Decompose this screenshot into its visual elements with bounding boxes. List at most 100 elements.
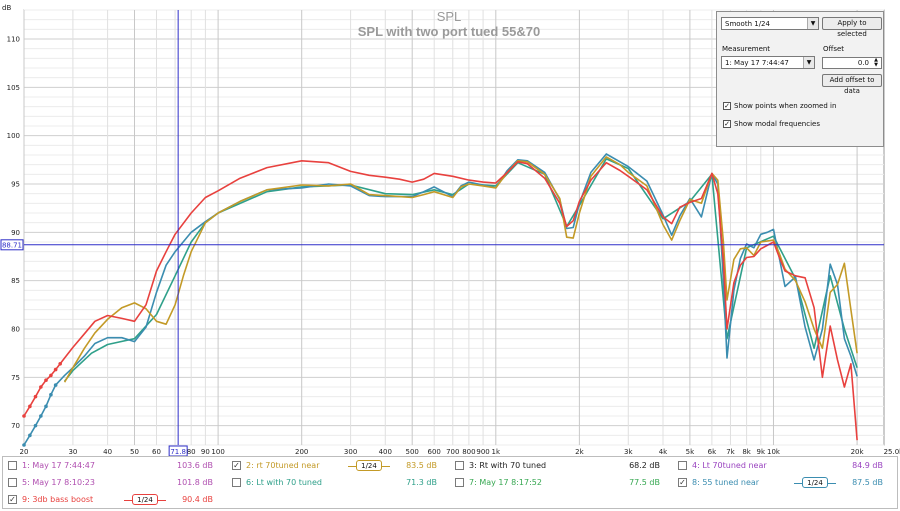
x-tick-label: 2k <box>575 448 584 456</box>
series-point <box>53 383 58 387</box>
legend-checkbox[interactable]: ✓ <box>8 495 17 504</box>
y-tick-label: 100 <box>7 132 20 140</box>
x-tick-label: 80 <box>187 448 196 456</box>
cursors[interactable]: 88.71 71.8 <box>0 10 884 456</box>
x-tick-label: 6k <box>708 448 717 456</box>
legend-smoothing-badge[interactable]: 1/24 <box>124 494 166 505</box>
x-tick-label: 30 <box>68 448 77 456</box>
legend-item-7[interactable]: 7: May 17 8:17:52 77.5 dB <box>455 477 670 489</box>
legend-item-2[interactable]: ✓ 2: rt 70tuned near 1/24 83.5 dB <box>232 460 447 472</box>
series-line <box>23 153 858 446</box>
measurement-legend: 1: May 17 7:44:47 103.6 dB ✓ 2: rt 70tuned … <box>2 456 898 509</box>
add-offset-button[interactable]: Add offset to data <box>822 74 882 95</box>
x-tick-label: 900 <box>476 448 489 456</box>
x-tick-label: 3k <box>624 448 633 456</box>
offset-input-value: 0.0 <box>857 59 869 67</box>
legend-checkbox[interactable] <box>455 461 464 470</box>
legend-item-3[interactable]: 3: Rt with 70 tuned 68.2 dB <box>455 460 670 472</box>
legend-item-4[interactable]: 4: Lt 70tuned near 84.9 dB <box>678 460 893 472</box>
series-point <box>53 367 58 372</box>
show-modal-label: Show modal frequencies <box>734 120 820 128</box>
x-tick-labels: 20 30 40 50 60 80 90 100 200 300 400 500 600 700 800 90… <box>20 448 900 456</box>
legend-checkbox[interactable] <box>232 478 241 487</box>
show-points-checkbox[interactable]: ✓ <box>723 102 731 110</box>
x-tick-label: 7k <box>726 448 735 456</box>
smoothing-select[interactable]: Smooth 1/24 ▼ <box>721 17 819 30</box>
frequency-cursor-box <box>168 445 188 456</box>
show-modal-checkbox[interactable]: ✓ <box>723 120 731 128</box>
x-tick-label: 10k <box>767 448 781 456</box>
control-panel: Smooth 1/24 ▼ Apply to selected Measurem… <box>716 11 884 147</box>
x-tick-label: 700 <box>446 448 459 456</box>
legend-value: 103.6 dB <box>176 461 213 470</box>
series-point <box>22 443 26 447</box>
spinner-icon[interactable]: ▲ ▼ <box>874 57 878 68</box>
series-point <box>28 404 32 409</box>
y-tick-label: 90 <box>11 229 20 237</box>
series-point <box>49 392 53 397</box>
y-tick-label: 70 <box>11 422 20 430</box>
legend-name: 7: May 17 8:17:52 <box>469 478 542 487</box>
x-tick-label: 1k <box>492 448 501 456</box>
legend-item-5[interactable]: 5: May 17 8:10:23 101.8 dB <box>8 477 223 489</box>
legend-value: 77.5 dB <box>629 478 660 487</box>
legend-item-1[interactable]: 1: May 17 7:44:47 103.6 dB <box>8 460 223 472</box>
legend-value: 71.3 dB <box>406 478 437 487</box>
legend-checkbox[interactable] <box>8 478 17 487</box>
measurement-select-value: 1: May 17 7:44:47 <box>725 59 789 67</box>
legend-name: 3: Rt with 70 tuned <box>469 461 547 470</box>
x-tick-label: 200 <box>295 448 308 456</box>
legend-checkbox[interactable] <box>455 478 464 487</box>
legend-checkbox[interactable] <box>8 461 17 470</box>
y-tick-label: 95 <box>11 181 20 189</box>
legend-name: 8: 55 tuned near <box>692 478 760 487</box>
chart-title: SPL <box>437 9 462 24</box>
legend-name: 5: May 17 8:10:23 <box>22 478 95 487</box>
x-tick-label: 9k <box>757 448 766 456</box>
y-tick-labels: 70 75 80 85 90 95 100 105 110 <box>7 36 20 431</box>
legend-value: 83.5 dB <box>406 461 437 470</box>
series-point <box>44 404 48 409</box>
x-tick-label: 40 <box>103 448 112 456</box>
legend-name: 9: 3db bass boost <box>22 495 94 504</box>
apply-to-selected-button[interactable]: Apply to selected <box>822 17 882 38</box>
measurement-label: Measurement <box>722 45 771 53</box>
series-point <box>33 394 38 399</box>
chart-subtitle: SPL with two port tued 55&70 <box>358 24 541 39</box>
legend-name: 2: rt 70tuned near <box>246 461 320 470</box>
measurement-select[interactable]: 1: May 17 7:44:47 ▼ <box>721 56 815 69</box>
legend-item-9[interactable]: ✓ 9: 3db bass boost 1/24 90.4 dB <box>8 494 223 506</box>
chevron-down-icon: ▼ <box>807 18 818 29</box>
x-tick-label: 800 <box>462 448 475 456</box>
x-tick-label: 60 <box>152 448 161 456</box>
y-tick-label: 75 <box>11 374 20 382</box>
series-point <box>39 385 43 389</box>
level-cursor-label: 88.71 <box>2 241 22 249</box>
frequency-cursor-label: 71.8 <box>170 448 186 456</box>
x-tick-label: 25.0k Hz <box>884 448 900 456</box>
legend-smoothing-value: 1/24 <box>137 496 153 504</box>
legend-value: 90.4 dB <box>182 495 213 504</box>
legend-item-8[interactable]: ✓ 8: 55 tuned near 1/24 87.5 dB <box>678 477 893 489</box>
legend-checkbox[interactable] <box>678 461 687 470</box>
y-tick-label: 110 <box>7 36 20 44</box>
legend-smoothing-badge[interactable]: 1/24 <box>794 477 836 488</box>
legend-checkbox[interactable]: ✓ <box>678 478 687 487</box>
legend-value: 68.2 dB <box>629 461 660 470</box>
x-tick-label: 90 <box>201 448 210 456</box>
x-tick-label: 100 <box>211 448 224 456</box>
legend-smoothing-badge[interactable]: 1/24 <box>348 460 390 471</box>
offset-input[interactable]: 0.0 ▲ ▼ <box>822 57 882 69</box>
y-tick-label: 80 <box>11 326 20 334</box>
legend-name: 1: May 17 7:44:47 <box>22 461 95 470</box>
show-points-label: Show points when zoomed in <box>734 102 837 110</box>
offset-label: Offset <box>823 45 845 53</box>
legend-item-6[interactable]: 6: Lt with 70 tuned 71.3 dB <box>232 477 447 489</box>
x-tick-label: 8k <box>742 448 751 456</box>
series-point <box>49 373 53 378</box>
x-tick-label: 5k <box>686 448 695 456</box>
x-tick-label: 300 <box>344 448 357 456</box>
legend-checkbox[interactable]: ✓ <box>232 461 241 470</box>
y-axis-label: dB <box>2 4 11 12</box>
